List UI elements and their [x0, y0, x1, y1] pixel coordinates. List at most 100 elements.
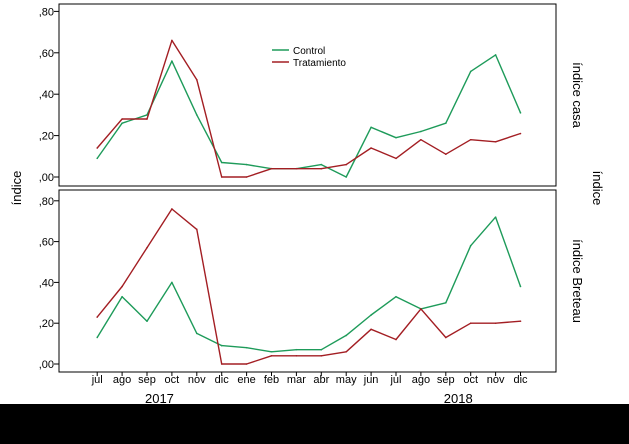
data-point: [395, 157, 397, 160]
line-chart: ,00 ,20 ,40 ,60 ,80 índice casa ,00 ,20 ,40 ,60 ,8…: [9, 3, 605, 404]
data-point: [220, 363, 223, 365]
data-point: [395, 295, 397, 298]
data-point: [245, 346, 248, 349]
data-point: [96, 147, 98, 149]
data-point: [370, 314, 372, 316]
data-point: [220, 344, 223, 347]
x-tick-label: nov: [188, 374, 206, 386]
series-line-tratamiento: [96, 39, 521, 178]
data-point: [245, 163, 248, 166]
y-tick-label: ,40: [39, 277, 54, 289]
data-point: [146, 114, 148, 116]
data-point: [171, 281, 173, 284]
data-point: [196, 228, 198, 231]
legend-label-control: Control: [293, 46, 325, 57]
data-point: [445, 302, 447, 304]
data-point: [270, 167, 273, 170]
x-tick-label: may: [336, 374, 357, 386]
data-point: [320, 167, 323, 170]
x-tick-label: ago: [412, 374, 430, 386]
year-label: 2017: [145, 391, 174, 404]
data-point: [121, 118, 123, 120]
series-line-tratamiento: [96, 208, 521, 365]
data-point: [494, 216, 497, 218]
data-point: [270, 350, 273, 353]
data-point: [220, 161, 223, 164]
y-tick-label: ,20: [39, 131, 54, 143]
y-tick-label: ,60: [39, 237, 54, 249]
panel-title: índice Breteau: [570, 239, 585, 323]
y-tick-label: ,00: [39, 172, 54, 184]
data-point: [445, 122, 447, 124]
data-point: [171, 208, 173, 210]
data-point: [295, 348, 298, 351]
data-point: [345, 163, 348, 166]
x-tick-label: ago: [113, 374, 131, 386]
x-tick-label: ene: [237, 374, 255, 386]
data-point: [245, 363, 248, 365]
year-label: 2018: [444, 391, 473, 404]
x-tick-label: nov: [487, 374, 505, 386]
data-point: [146, 320, 148, 322]
x-tick-label: oct: [165, 374, 180, 386]
data-point: [519, 320, 522, 322]
data-point: [469, 70, 472, 73]
x-tick-label: oct: [463, 374, 478, 386]
data-point: [146, 246, 148, 249]
data-point: [420, 130, 422, 133]
x-tick-label: jun: [363, 374, 379, 386]
data-point: [395, 136, 397, 139]
y-tick-label: ,40: [39, 89, 54, 101]
footer-bar: [0, 404, 629, 444]
right-axis-label: índice: [590, 171, 605, 206]
data-point: [345, 350, 348, 353]
plot-frame-1: [58, 3, 557, 187]
y-tick-label: ,80: [39, 6, 54, 18]
data-point: [370, 147, 372, 149]
data-point: [494, 141, 497, 143]
data-point: [171, 60, 173, 62]
x-tick-label: abr: [313, 374, 329, 386]
y-axis-label: índice: [9, 171, 24, 206]
data-point: [295, 355, 298, 357]
data-point: [519, 112, 522, 114]
legend-label-tratamiento: Tratamiento: [293, 58, 346, 69]
data-point: [96, 316, 98, 318]
data-point: [220, 176, 223, 178]
data-point: [121, 285, 123, 288]
panel-title: índice casa: [570, 62, 585, 129]
x-tick-label: mar: [287, 374, 306, 386]
data-point: [320, 348, 323, 351]
data-point: [295, 167, 298, 170]
data-point: [171, 39, 173, 42]
x-tick-label: sep: [138, 374, 156, 386]
x-tick-label: sep: [437, 374, 455, 386]
x-tick-label: dic: [215, 374, 230, 386]
data-point: [370, 126, 372, 129]
series-line-control: [96, 54, 522, 178]
data-point: [146, 118, 148, 120]
data-point: [196, 114, 198, 116]
x-tick-label: jul: [389, 374, 401, 386]
y-tick-label: ,20: [39, 318, 54, 330]
y-tick-label: ,80: [39, 196, 54, 208]
data-point: [320, 355, 323, 357]
data-point: [395, 338, 397, 341]
series-line-control: [96, 216, 522, 353]
data-point: [519, 285, 522, 288]
data-point: [370, 328, 372, 331]
data-point: [196, 78, 198, 81]
y-tick-label: ,00: [39, 359, 54, 371]
data-point: [96, 336, 98, 339]
data-point: [445, 336, 447, 339]
data-point: [121, 295, 123, 298]
x-tick-label: dic: [513, 374, 528, 386]
data-point: [320, 163, 323, 166]
x-tick-label: jul: [91, 374, 103, 386]
y-tick-label: ,60: [39, 48, 54, 60]
data-point: [519, 132, 522, 135]
data-point: [469, 138, 472, 141]
data-point: [469, 244, 472, 247]
data-point: [494, 54, 497, 56]
data-point: [420, 138, 422, 141]
